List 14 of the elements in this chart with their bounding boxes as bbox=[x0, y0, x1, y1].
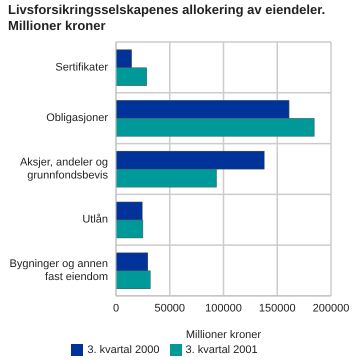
x-tick-label: 100000 bbox=[205, 302, 242, 315]
chart-title: Livsforsikringsselskapenes allokering av eiendeler. Millioner kroner bbox=[8, 2, 326, 34]
y-tick-label: Sertifikater bbox=[55, 61, 108, 74]
legend-label: 3. kvartal 2001 bbox=[186, 344, 258, 356]
y-tick-label: Obligasjoner bbox=[46, 112, 108, 124]
x-tick-label: 150000 bbox=[258, 302, 296, 315]
x-axis-title: Millioner kroner bbox=[186, 328, 262, 341]
y-tick-label: Bygninger og annen fast eiendom bbox=[10, 258, 108, 284]
legend-label: 3. kvartal 2000 bbox=[87, 344, 160, 356]
x-tick-label: 200000 bbox=[312, 302, 350, 315]
y-tick-label: Aksjer, andeler og grunnfondsbevis bbox=[20, 156, 108, 182]
x-tick-label: 0 bbox=[112, 302, 120, 315]
y-tick-label: Utlån bbox=[82, 214, 108, 226]
x-tick-label: 50000 bbox=[154, 302, 186, 315]
